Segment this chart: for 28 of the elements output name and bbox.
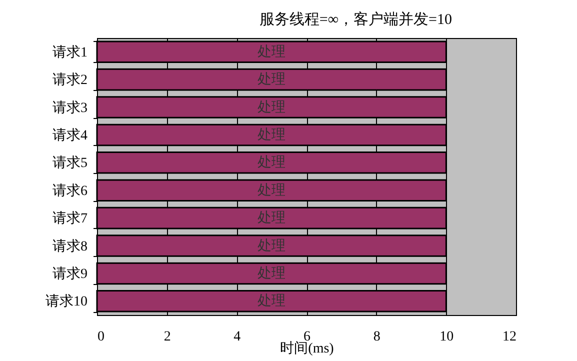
x-tick-label: 0 (98, 330, 104, 344)
x-tick-label: 12 (502, 330, 516, 344)
data-label: 处理 (258, 182, 286, 198)
chart-title: 服务线程=∞，客户端并发=10 (259, 11, 452, 28)
y-tick-label: 请求2 (52, 72, 88, 88)
y-tick-label: 请求6 (52, 182, 88, 199)
x-tick-label: 10 (440, 330, 454, 344)
y-tick-label: 请求10 (46, 294, 88, 310)
x-tick-label: 4 (234, 330, 241, 344)
data-label: 处理 (258, 238, 286, 254)
data-label: 处理 (258, 154, 286, 171)
x-axis-title: 时间(ms) (280, 340, 334, 356)
y-tick-label: 请求1 (52, 44, 88, 60)
y-tick-label: 请求4 (52, 127, 88, 144)
data-label: 处理 (258, 99, 286, 116)
data-label: 处理 (258, 210, 286, 226)
x-tick-label: 8 (373, 330, 380, 344)
y-tick-label: 请求8 (52, 238, 88, 254)
data-label: 处理 (258, 293, 286, 310)
y-tick-label: 请求7 (52, 210, 88, 227)
data-label: 处理 (258, 126, 286, 143)
y-tick-label: 请求5 (52, 155, 88, 172)
y-tick-label: 请求3 (52, 100, 88, 116)
data-label: 处理 (258, 44, 286, 60)
x-tick-label: 2 (164, 330, 171, 344)
data-label: 处理 (258, 265, 286, 282)
y-tick-label: 请求9 (52, 266, 88, 282)
data-label: 处理 (258, 72, 286, 88)
